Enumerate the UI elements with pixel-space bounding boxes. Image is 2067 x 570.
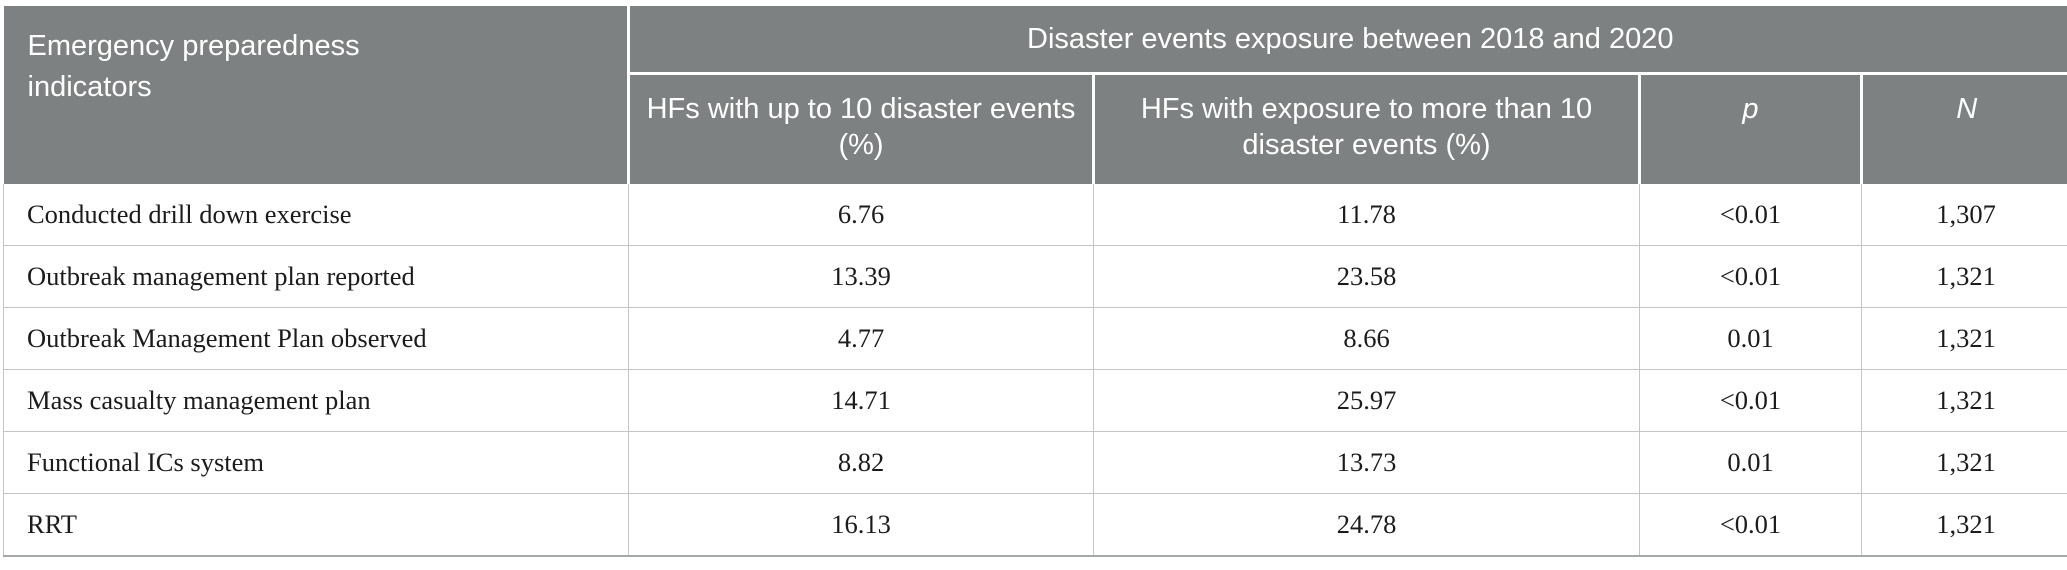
- p-value-cell: <0.01: [1639, 244, 1862, 308]
- p-value-cell: <0.01: [1639, 183, 1862, 246]
- indicator-cell: Functional ICs system: [3, 430, 629, 494]
- corner-header-cell: Emergency preparedness indicators: [3, 6, 630, 184]
- span-header-label: Disaster events exposure between 2018 an…: [1027, 22, 1674, 55]
- n-value-cell: 1,321: [1861, 306, 2067, 370]
- n-value-cell: 1,321: [1861, 430, 2067, 494]
- emergency-preparedness-table: Emergency preparedness indicators Disast…: [3, 6, 2067, 557]
- indicator-cell: Outbreak management plan reported: [3, 244, 629, 308]
- hf-up-to-10-value-cell: 6.76: [628, 183, 1094, 246]
- indicator-cell: Conducted drill down exercise: [3, 183, 629, 246]
- p-value-cell: 0.01: [1639, 306, 1862, 370]
- span-header-cell: Disaster events exposure between 2018 an…: [628, 6, 2067, 75]
- column-header-hf-more-than-10: HFs with exposure to more than 10 disast…: [1093, 73, 1641, 184]
- p-value-cell: <0.01: [1639, 368, 1862, 432]
- hf-up-to-10-value-cell: 8.82: [628, 430, 1094, 494]
- table-row: Functional ICs system 8.82 13.73 0.01 1,321: [3, 430, 2067, 494]
- p-value-cell: 0.01: [1639, 430, 1862, 494]
- header-row-sub: HFs with up to 10 disaster events (%) HF…: [4, 73, 2067, 184]
- indicator-cell: RRT: [3, 492, 629, 557]
- table-row: Mass casualty management plan 14.71 25.97 <…: [3, 368, 2067, 432]
- table-row: RRT 16.13 24.78 <0.01 1,321: [3, 492, 2067, 557]
- hf-up-to-10-value-cell: 4.77: [628, 306, 1094, 370]
- n-value-cell: 1,321: [1861, 492, 2067, 557]
- indicator-cell: Outbreak Management Plan observed: [3, 306, 629, 370]
- table-row: Outbreak Management Plan observed 4.77 8.6…: [3, 306, 2067, 370]
- column-header-label: HFs with up to 10 disaster events (%): [646, 93, 1076, 161]
- column-header-n: N: [1861, 73, 2067, 184]
- column-header-hf-up-to-10: HFs with up to 10 disaster events (%): [628, 73, 1095, 184]
- column-header-label: HFs with exposure to more than 10 disast…: [1140, 93, 1593, 161]
- header-row-span: Emergency preparedness indicators Disast…: [3, 6, 2067, 184]
- corner-header-label: Emergency preparedness indicators: [27, 30, 360, 103]
- hf-more-than-10-value-cell: 24.78: [1093, 492, 1640, 557]
- p-value-cell: <0.01: [1639, 492, 1862, 557]
- hf-more-than-10-value-cell: 25.97: [1093, 368, 1640, 432]
- table-row: Conducted drill down exercise 6.76 11.78 <0…: [3, 183, 2067, 246]
- n-value-cell: 1,321: [1861, 368, 2067, 432]
- hf-up-to-10-value-cell: 14.71: [628, 368, 1094, 432]
- hf-more-than-10-value-cell: 13.73: [1093, 430, 1640, 494]
- column-header-p-value: p: [1639, 73, 1863, 184]
- table-header: Emergency preparedness indicators Disast…: [3, 6, 2067, 184]
- table-row: Outbreak management plan reported 13.39 23…: [3, 244, 2067, 308]
- hf-more-than-10-value-cell: 11.78: [1093, 183, 1640, 246]
- n-value-cell: 1,321: [1861, 244, 2067, 308]
- n-value-cell: 1,307: [1861, 183, 2067, 246]
- hf-up-to-10-value-cell: 13.39: [628, 244, 1094, 308]
- hf-more-than-10-value-cell: 8.66: [1093, 306, 1640, 370]
- indicator-cell: Mass casualty management plan: [3, 368, 629, 432]
- hf-up-to-10-value-cell: 16.13: [628, 492, 1094, 557]
- table-body: Conducted drill down exercise 6.76 11.78 <0…: [3, 183, 2067, 557]
- hf-more-than-10-value-cell: 23.58: [1093, 244, 1640, 308]
